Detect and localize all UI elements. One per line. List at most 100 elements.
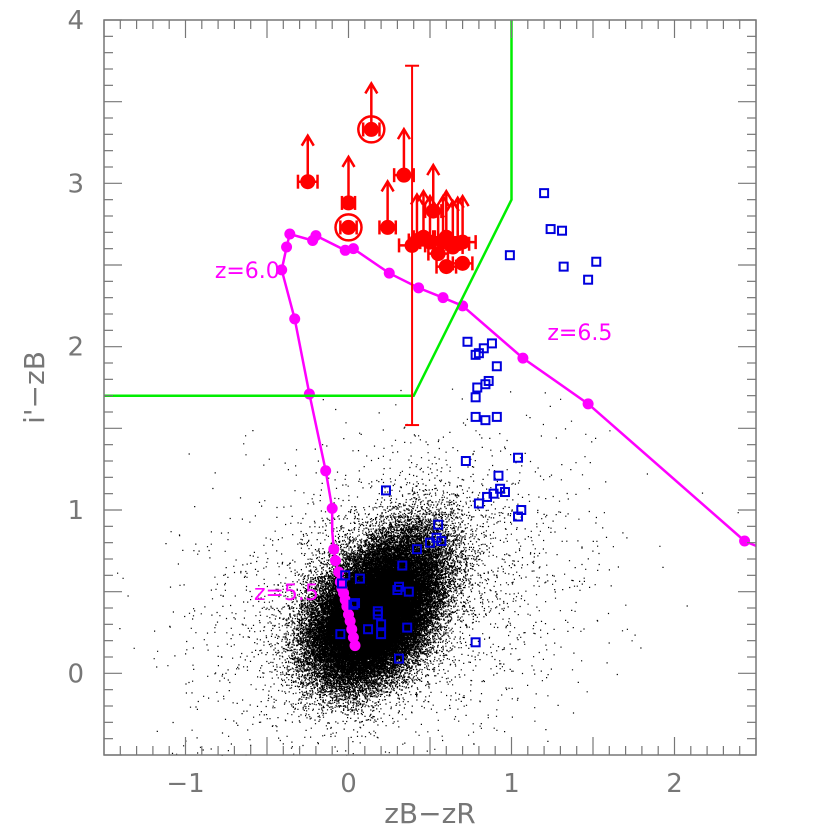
candidate-marker: [448, 193, 477, 250]
field-points: [117, 388, 739, 756]
contaminant-marker: [460, 456, 471, 466]
candidate-marker: [334, 213, 363, 242]
track-point: [289, 313, 301, 325]
candidate-point: [341, 219, 356, 235]
candidate-point: [455, 234, 471, 250]
contaminant-marker: [491, 411, 502, 422]
contaminant-marker: [376, 619, 387, 630]
contaminant-marker: [354, 573, 365, 584]
model-track: [276, 228, 757, 652]
candidate-ring: [334, 213, 363, 242]
track-point: [383, 267, 395, 279]
track-point: [347, 243, 359, 255]
candidate-markers: [296, 64, 477, 427]
candidate-point: [455, 255, 471, 271]
contaminant-marker: [493, 470, 504, 481]
plot-axes: −1 0 1 2 0 1 2 3 4: [67, 6, 757, 799]
x-tick-label: 0: [340, 769, 357, 799]
limit-arrow-head: [396, 126, 411, 140]
x-tick-label: 2: [666, 769, 683, 799]
y-tick-label: 4: [67, 6, 84, 36]
contaminant-marker: [376, 629, 387, 640]
track-point: [349, 640, 361, 652]
track-point: [346, 623, 358, 635]
candidate-ring: [357, 115, 386, 144]
track-point: [320, 465, 332, 477]
limit-arrow-head: [426, 162, 441, 176]
track-point: [343, 609, 354, 621]
limit-arrow-head: [341, 154, 356, 168]
track-label: z=6.0: [215, 259, 280, 284]
contaminant-marker: [392, 585, 403, 596]
contaminant-marker: [491, 361, 502, 372]
x-tick-label: 1: [503, 769, 520, 799]
selection-boundary-line: [104, 20, 513, 397]
contaminant-marker: [488, 488, 499, 499]
track-point: [303, 388, 315, 400]
contaminant-marker: [436, 536, 447, 547]
candidate-point: [380, 219, 396, 235]
track-point: [281, 241, 293, 253]
limit-arrow-head: [409, 192, 425, 206]
track-label: z=6.5: [547, 321, 612, 346]
candidate-marker: [340, 154, 357, 211]
contaminant-marker: [470, 637, 481, 648]
contaminant-marker: [472, 382, 483, 393]
limit-arrow-head: [300, 133, 315, 147]
track-point: [437, 292, 449, 304]
field-scatter: [117, 388, 739, 756]
contaminant-markers: [335, 188, 602, 664]
y-axis-label: i'−zB: [18, 351, 51, 424]
track-point: [329, 555, 341, 567]
y-tick-label: 0: [67, 659, 84, 689]
candidate-point: [363, 121, 379, 137]
selection-boundary: [104, 20, 513, 397]
contaminant-marker: [335, 629, 346, 640]
contaminant-marker: [591, 256, 602, 267]
track-point: [739, 535, 751, 547]
limit-arrow-head: [364, 81, 379, 95]
track-labels: z=6.0 z=6.5 z=5.5: [215, 259, 612, 606]
x-tick-label: −1: [166, 769, 204, 799]
track-label: z=5.5: [254, 581, 319, 606]
candidate-marker: [296, 133, 319, 190]
track-point: [284, 228, 296, 240]
contaminant-marker: [336, 578, 347, 589]
track-point: [347, 631, 359, 643]
contaminant-marker: [397, 560, 408, 571]
track-point: [339, 244, 351, 256]
contaminant-marker: [539, 188, 550, 199]
track-point: [328, 543, 340, 555]
contaminant-marker: [403, 586, 414, 597]
contaminant-marker: [504, 250, 515, 261]
limit-arrow-head: [439, 188, 454, 202]
contaminant-marker: [473, 498, 484, 509]
contaminant-marker: [363, 624, 374, 635]
contaminant-marker: [462, 336, 473, 347]
contaminant-marker: [402, 622, 413, 633]
candidate-marker: [451, 255, 474, 271]
track-point: [582, 398, 594, 410]
track-point: [310, 230, 322, 242]
contaminant-marker: [558, 261, 569, 272]
contaminant-marker: [557, 225, 568, 236]
candidate-marker: [357, 81, 386, 144]
track-point: [326, 502, 338, 514]
limit-arrow-head: [416, 188, 431, 202]
candidate-point: [341, 195, 356, 211]
contaminant-marker: [499, 487, 510, 498]
y-tick-label: 3: [67, 169, 84, 199]
track-point: [276, 264, 288, 276]
contaminant-marker: [470, 392, 481, 403]
contaminant-marker: [348, 599, 359, 610]
contaminant-marker: [480, 379, 491, 390]
contaminant-marker: [486, 338, 497, 349]
contaminant-marker: [411, 544, 422, 555]
candidate-marker: [392, 126, 415, 183]
contaminant-marker: [350, 598, 361, 609]
contaminant-marker: [545, 224, 556, 235]
candidate-marker: [378, 179, 398, 235]
x-axis-label: zB−zR: [384, 797, 476, 830]
limit-arrow-head: [380, 179, 395, 193]
